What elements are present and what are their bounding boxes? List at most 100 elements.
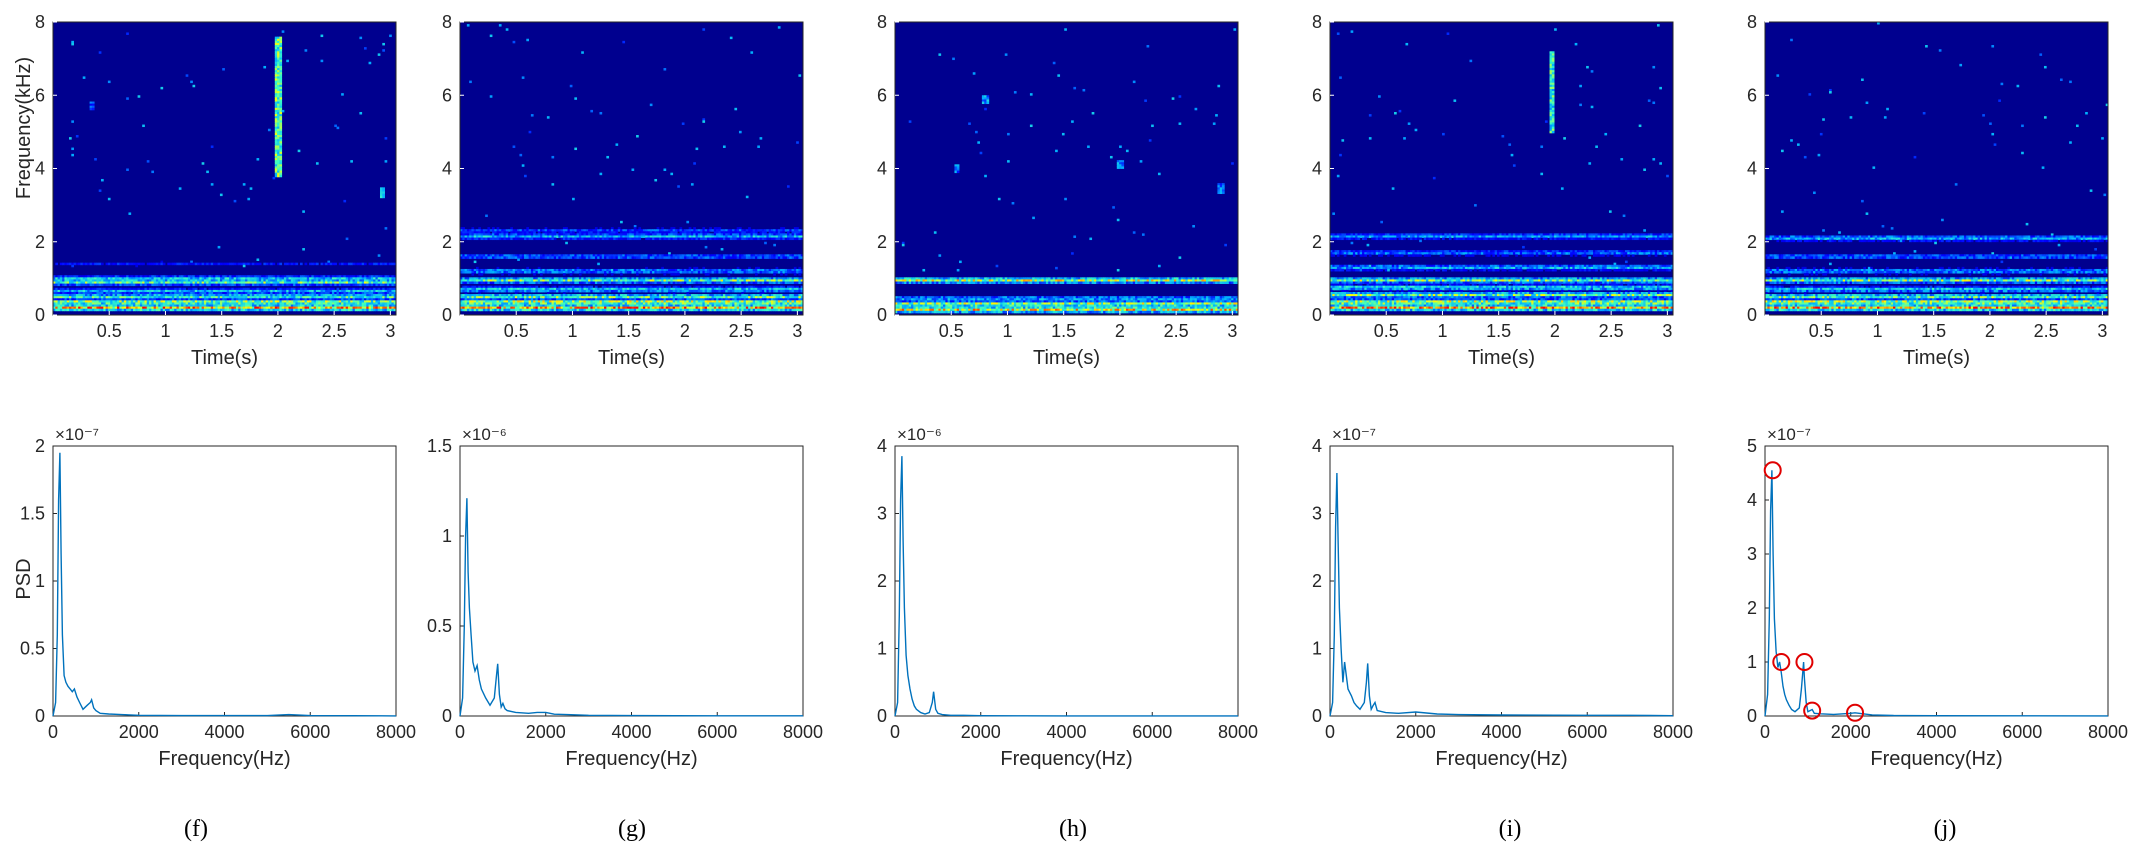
spectrogram-cell [274,120,278,123]
spectrogram-cell [336,126,340,130]
spectrogram-cell [359,275,363,278]
spectrogram-cell [279,155,283,159]
spectrogram-cell [226,306,230,310]
spectrogram-cell [336,302,340,305]
spectrogram-cell [473,281,477,284]
spectrogram-cell [270,262,273,266]
spectrogram-cell [359,277,363,280]
spectrogram-cell [89,298,93,301]
spectrogram-cell [370,291,374,295]
spectrogram-cell [265,296,269,299]
spectrogram-cell [197,298,200,301]
spectrogram-cell [158,306,161,310]
spectrogram-cell [203,304,207,308]
spectrogram-cell [277,279,280,282]
spectrogram-cell [297,296,301,299]
spectrogram-cell [267,281,271,284]
spectrogram-cell [734,256,738,259]
spectrogram-cell [192,287,196,291]
spectrogram-cell [677,237,680,241]
spectrogram-cell [105,291,109,295]
spectrogram-cell [87,294,90,297]
spectrogram-cell [304,275,308,278]
spectrogram-cell [187,277,191,280]
spectrogram-cell [338,300,342,303]
spectrogram-cell [249,287,253,291]
spectrogram-cell [80,279,84,282]
spectrogram-cell [149,275,152,278]
spectrogram-cell [135,277,139,280]
spectrogram-cell [94,281,97,284]
spectrogram-cell [526,237,529,241]
spectrogram-cell [645,256,648,259]
spectrogram-cell [162,262,166,266]
spectrogram-cell [789,237,792,241]
spectrogram-cell [64,289,68,293]
spectrogram-cell [288,283,292,287]
spectrogram-cell [139,287,143,291]
spectrogram-cell [347,298,351,301]
spectrogram-cell [725,281,728,284]
spectrogram-cell [194,302,198,305]
spectrogram-cell [492,281,495,284]
spectrogram-cell [352,289,356,293]
spectrogram-cell [254,294,257,297]
spectrogram-cell [265,279,269,282]
spectrogram-cell [341,296,344,299]
spectrogram-cell [66,262,70,266]
spectrogram-cell [158,302,161,305]
spectrogram-cell [103,289,106,293]
spectrogram-cell [286,281,289,284]
spectrogram-cell [370,300,374,303]
spectrogram-cell [272,279,276,282]
spectrogram-cell [734,281,738,284]
spectrogram-cell [679,256,683,259]
spectrogram-cell [514,271,518,274]
spectrogram-cell [306,308,310,312]
spectrogram-cell [354,287,358,291]
spectrogram-cell [187,298,191,301]
spectrogram-cell [359,262,363,266]
spectrogram-cell [105,283,109,287]
spectrogram-cell [370,281,374,284]
spectrogram-cell [309,275,312,278]
spectrogram-cell [354,294,358,297]
spectrogram-cell [66,277,70,280]
spectrogram-cell [331,289,335,293]
spectrogram-cell [245,262,248,266]
spectrogram-cell [386,294,390,297]
spectrogram-cell [274,306,278,310]
spectrogram-cell [162,300,166,303]
spectrogram-cell [594,256,598,259]
spectrogram-cell [505,28,509,31]
spectrogram-cell [123,279,127,282]
spectrogram-cell [94,302,97,305]
spectrogram-cell [377,289,381,293]
spectrogram-cell [71,262,74,266]
spectrogram-cell [96,306,100,310]
spectrogram-cell [160,277,164,280]
spectrogram-cell [706,256,710,259]
spectrogram-cell [706,281,710,284]
spectrogram-cell [238,289,241,293]
spectrogram-cell [341,298,344,301]
spectrogram-cell [501,256,504,259]
spectrogram-cell [249,262,253,266]
spectrogram-cell [752,256,756,259]
spectrogram-cell [213,298,216,301]
spectrogram-cell [617,256,621,259]
spectrogram-cell [798,273,802,276]
spectrogram-cell [679,271,683,274]
spectrogram-cell [290,279,294,282]
spectrogram-cell [274,291,278,295]
spectrogram-cell [57,281,61,284]
spectrogram-cell [57,300,61,303]
spectrogram-cell [133,287,136,291]
spectrogram-cell [311,289,315,293]
spectrogram-cell [279,135,283,138]
spectrogram-cell [521,256,525,259]
spectrogram-cell [233,304,237,308]
spectrogram-cell [224,298,228,301]
spectrogram-cell [775,281,779,284]
spectrogram-cell [224,302,228,305]
